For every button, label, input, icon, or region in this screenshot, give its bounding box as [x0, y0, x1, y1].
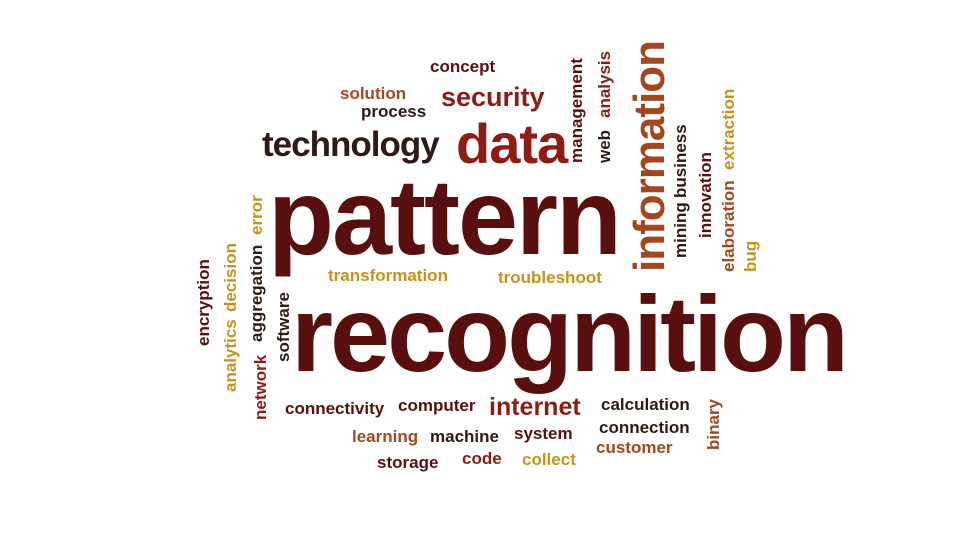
word-calculation: calculation — [601, 395, 690, 414]
word-troubleshoot: troubleshoot — [498, 268, 602, 287]
word-pattern: pattern — [268, 156, 622, 277]
word-decision: decision — [221, 243, 240, 312]
word-web: web — [595, 129, 614, 163]
word-learning: learning — [352, 427, 419, 446]
word-management: management — [567, 58, 586, 163]
word-technology: technology — [262, 125, 440, 164]
word-code: code — [462, 449, 502, 468]
word-aggregation: aggregation — [247, 244, 266, 342]
word-business: business — [671, 124, 690, 198]
word-security: security — [441, 82, 545, 112]
word-concept: concept — [430, 57, 496, 76]
word-software: software — [274, 292, 293, 362]
word-bug: bug — [741, 240, 760, 272]
word-information: information — [625, 41, 674, 272]
word-binary: binary — [704, 398, 723, 450]
word-transformation: transformation — [328, 266, 448, 285]
word-computer: computer — [398, 396, 476, 415]
word-mining: mining — [671, 202, 690, 258]
word-analysis: analysis — [595, 50, 614, 118]
word-internet: internet — [489, 393, 581, 421]
word-collect: collect — [522, 450, 576, 469]
word-connection: connection — [599, 418, 690, 437]
word-extraction: extraction — [719, 88, 738, 170]
word-storage: storage — [377, 453, 439, 472]
word-system: system — [514, 424, 573, 443]
word-process: process — [361, 102, 427, 121]
word-error: error — [247, 195, 266, 235]
word-customer: customer — [596, 438, 673, 457]
word-connectivity: connectivity — [285, 399, 385, 418]
word-network: network — [251, 354, 270, 420]
word-solution: solution — [340, 84, 407, 103]
word-innovation: innovation — [696, 152, 715, 238]
word-data: data — [456, 112, 568, 175]
word-machine: machine — [430, 427, 499, 446]
word-encryption: encryption — [194, 259, 213, 346]
word-recognition: recognition — [291, 273, 849, 394]
word-analytics: analytics — [221, 319, 240, 392]
word-elaboration: elaboration — [719, 180, 738, 272]
